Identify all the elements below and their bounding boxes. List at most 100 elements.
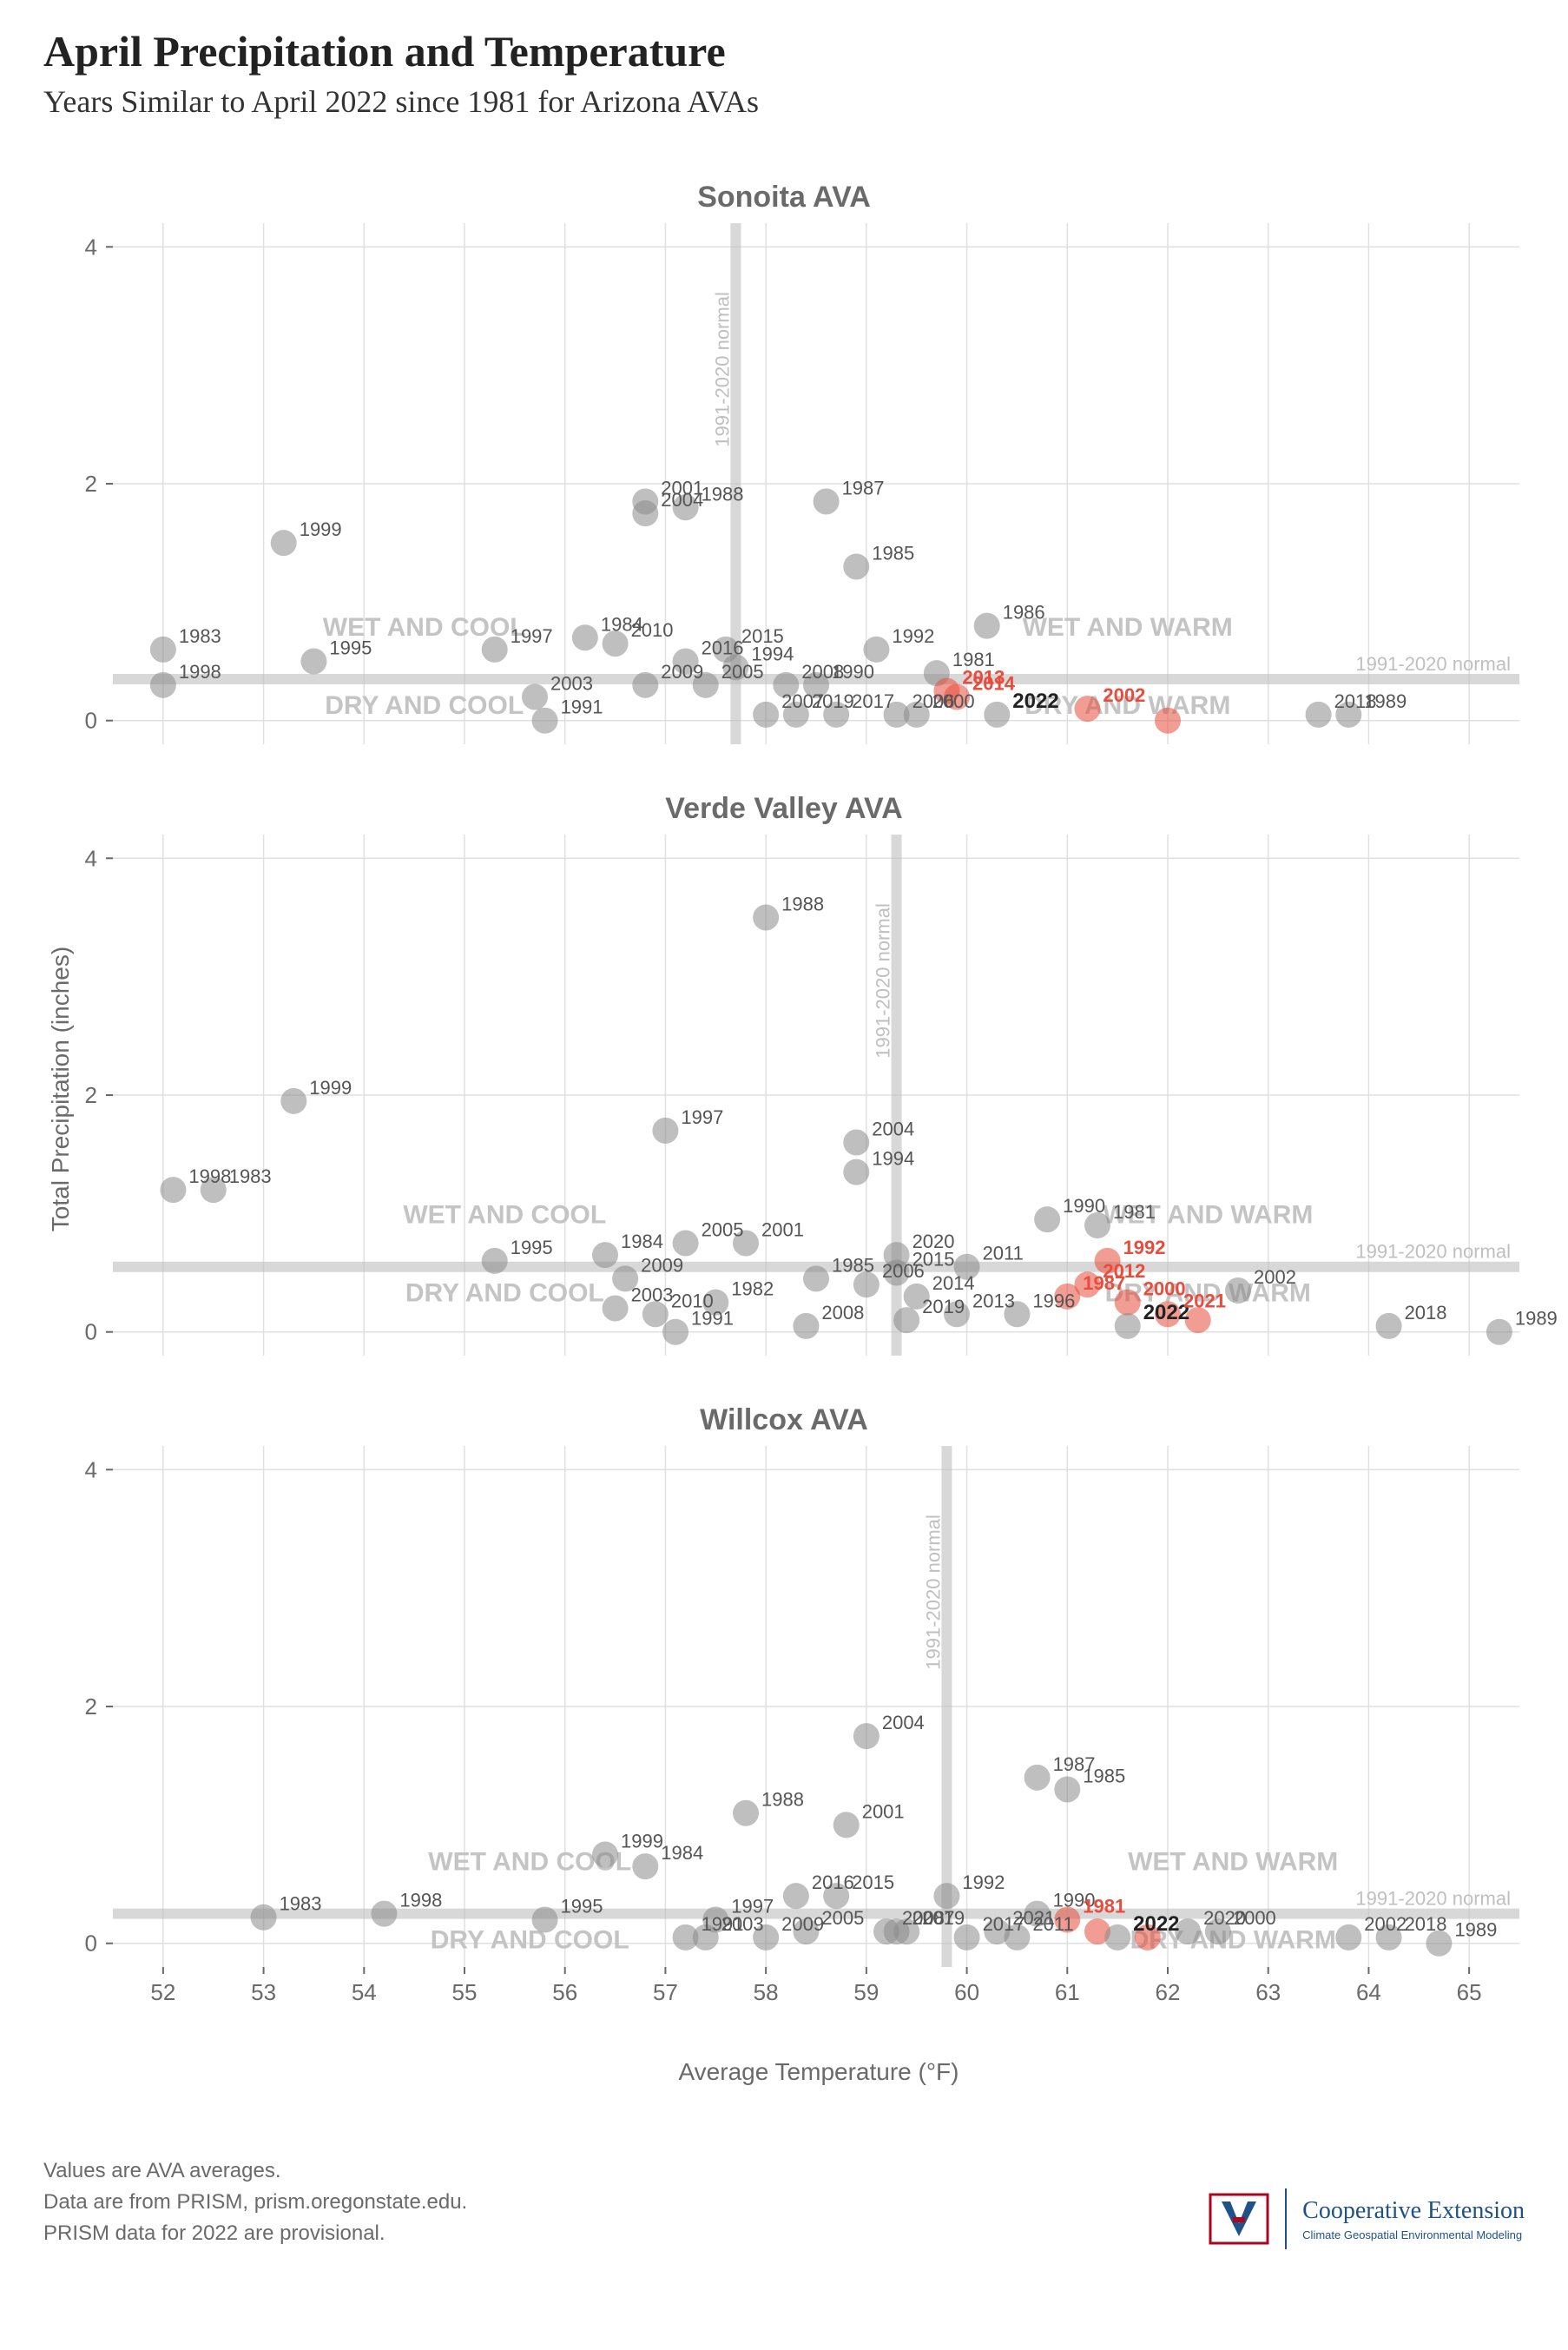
data-point bbox=[1054, 1776, 1080, 1802]
svg-text:4: 4 bbox=[85, 234, 97, 260]
data-point bbox=[1306, 702, 1332, 728]
data-point bbox=[482, 1248, 508, 1274]
point-label: 2011 bbox=[983, 1243, 1024, 1264]
point-label: 2010 bbox=[631, 619, 674, 641]
point-label: 2019 bbox=[922, 1907, 965, 1929]
point-label: 1994 bbox=[751, 643, 794, 664]
data-point bbox=[753, 904, 779, 930]
point-label: 2003 bbox=[631, 1284, 674, 1305]
svg-text:WET AND WARM: WET AND WARM bbox=[1128, 1848, 1338, 1877]
point-label: 2016 bbox=[812, 1871, 854, 1893]
data-point bbox=[1335, 1924, 1361, 1951]
panel-title: Willcox AVA bbox=[43, 1403, 1525, 1437]
point-label: 1998 bbox=[399, 1890, 442, 1911]
point-label: 1981 bbox=[1083, 1895, 1125, 1917]
point-label: 1984 bbox=[621, 1231, 663, 1252]
point-label: 1985 bbox=[872, 542, 914, 564]
point-label: 2018 bbox=[1405, 1302, 1447, 1324]
point-label: 2021 bbox=[1183, 1290, 1226, 1311]
data-point bbox=[783, 1883, 809, 1909]
svg-text:WET AND WARM: WET AND WARM bbox=[1023, 613, 1233, 642]
data-point bbox=[984, 702, 1010, 728]
svg-text:1991-2020 normal: 1991-2020 normal bbox=[873, 903, 894, 1059]
point-label: 1988 bbox=[702, 483, 744, 505]
svg-text:56: 56 bbox=[552, 1979, 577, 2005]
data-point bbox=[803, 1265, 829, 1291]
svg-text:1991-2020 normal: 1991-2020 normal bbox=[1355, 1241, 1511, 1263]
point-label: 2008 bbox=[821, 1302, 864, 1324]
y-axis-label: Total Precipitation (inches) bbox=[47, 947, 75, 1231]
svg-text:59: 59 bbox=[853, 1979, 879, 2005]
point-label: 1998 bbox=[179, 661, 221, 683]
point-label: 1992 bbox=[1123, 1237, 1166, 1258]
data-point bbox=[532, 708, 558, 734]
logo-divider bbox=[1285, 2188, 1287, 2249]
data-point bbox=[592, 1242, 618, 1268]
point-label: 2019 bbox=[812, 690, 854, 712]
scatter-chart: 1991-2020 normal1991-2020 normalWET AND … bbox=[113, 223, 1499, 757]
data-point bbox=[592, 1841, 618, 1867]
panel-title: Sonoita AVA bbox=[43, 181, 1525, 215]
point-label: 1990 bbox=[1063, 1195, 1105, 1217]
data-point bbox=[572, 624, 598, 650]
data-point bbox=[532, 1906, 558, 1932]
data-point bbox=[1225, 1277, 1251, 1304]
svg-text:55: 55 bbox=[452, 1979, 478, 2005]
point-label: 2001 bbox=[761, 1218, 804, 1240]
data-point bbox=[863, 637, 889, 663]
scatter-chart: 1991-2020 normal1991-2020 normalWET AND … bbox=[113, 1446, 1499, 2015]
scatter-chart: 1991-2020 normal1991-2020 normalWET AND … bbox=[113, 835, 1499, 1369]
data-point bbox=[632, 1853, 658, 1879]
point-label: 1995 bbox=[561, 1895, 603, 1917]
point-label: 1984 bbox=[661, 1842, 703, 1864]
point-label: 1986 bbox=[1003, 602, 1045, 624]
point-label: 2017 bbox=[852, 690, 894, 712]
data-point bbox=[271, 530, 297, 556]
panel-title: Verde Valley AVA bbox=[43, 792, 1525, 826]
page-subtitle: Years Similar to April 2022 since 1981 f… bbox=[43, 83, 1525, 120]
point-label: 2004 bbox=[661, 489, 703, 511]
svg-text:0: 0 bbox=[85, 1319, 97, 1345]
data-point bbox=[160, 1177, 186, 1203]
point-label: 2000 bbox=[1143, 1278, 1186, 1300]
point-label: 1995 bbox=[511, 1237, 553, 1258]
point-label: 2011 bbox=[1032, 1913, 1073, 1935]
point-label: 2003 bbox=[550, 672, 593, 694]
svg-text:WET AND COOL: WET AND COOL bbox=[403, 1201, 606, 1230]
svg-text:53: 53 bbox=[251, 1979, 276, 2005]
point-label: 2019 bbox=[922, 1296, 965, 1317]
point-label: 2015 bbox=[852, 1871, 894, 1893]
point-label: 1981 bbox=[1113, 1201, 1156, 1223]
panel: Sonoita AVA 1991-2020 normal1991-2020 nor… bbox=[43, 163, 1525, 757]
data-point bbox=[843, 553, 869, 579]
svg-text:60: 60 bbox=[954, 1979, 979, 2005]
svg-text:DRY AND COOL: DRY AND COOL bbox=[325, 691, 524, 720]
point-label: 1992 bbox=[962, 1871, 1005, 1893]
data-point bbox=[251, 1904, 277, 1931]
svg-text:52: 52 bbox=[150, 1979, 175, 2005]
panel: Willcox AVA 1991-2020 normal1991-2020 nor… bbox=[43, 1386, 1525, 2015]
data-point bbox=[150, 672, 176, 698]
data-point bbox=[1024, 1765, 1051, 1791]
data-point bbox=[1376, 1313, 1402, 1339]
point-label: 1989 bbox=[1515, 1308, 1558, 1330]
point-label: 1997 bbox=[681, 1106, 723, 1128]
point-label: 2012 bbox=[1103, 1260, 1145, 1282]
svg-text:2: 2 bbox=[85, 1693, 97, 1720]
charts-container: Total Precipitation (inches) Sonoita AVA… bbox=[43, 163, 1525, 2015]
svg-text:2: 2 bbox=[85, 1082, 97, 1108]
data-point bbox=[371, 1901, 397, 1927]
data-point bbox=[814, 488, 840, 514]
point-label: 1996 bbox=[1032, 1290, 1075, 1311]
data-point bbox=[632, 500, 658, 526]
data-point bbox=[1034, 1206, 1060, 1232]
point-label: 1988 bbox=[761, 1789, 804, 1811]
svg-text:1991-2020 normal: 1991-2020 normal bbox=[922, 1515, 944, 1670]
point-label: 1999 bbox=[621, 1830, 663, 1852]
point-label: 1983 bbox=[280, 1893, 322, 1915]
point-label: 2002 bbox=[1103, 684, 1145, 706]
point-label: 2001 bbox=[862, 1800, 905, 1822]
data-point bbox=[300, 649, 326, 675]
svg-text:62: 62 bbox=[1156, 1979, 1181, 2005]
svg-text:0: 0 bbox=[85, 1931, 97, 1957]
